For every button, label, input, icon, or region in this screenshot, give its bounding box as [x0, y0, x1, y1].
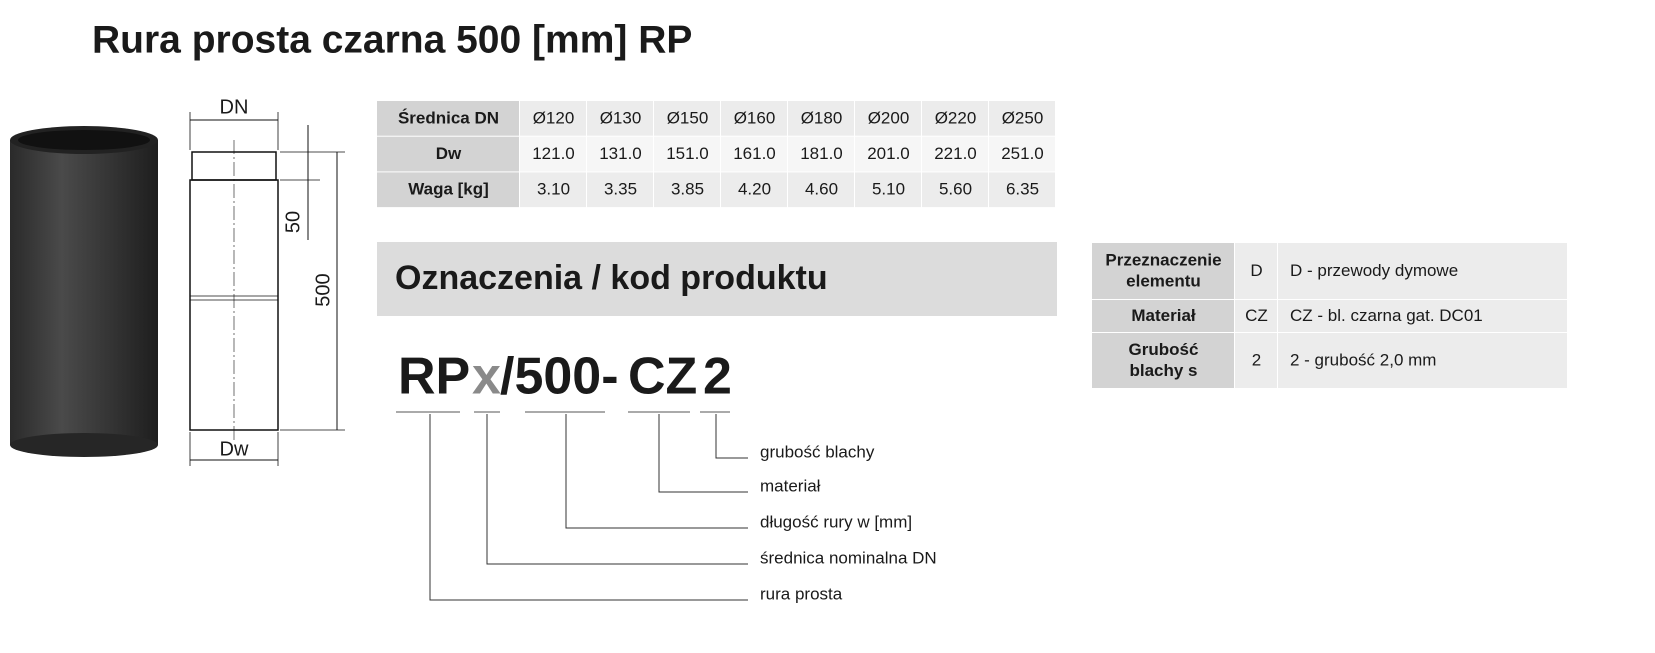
- dim-500: 500: [312, 273, 334, 306]
- leader-line: [429, 414, 748, 601]
- cell-text: Ø200: [868, 108, 910, 127]
- spec-header: Grubość: [1129, 340, 1199, 359]
- leader-line: [565, 414, 748, 529]
- spec-cell: [1235, 333, 1277, 388]
- cell-text: Ø130: [600, 108, 642, 127]
- cell: [922, 101, 988, 136]
- cell: [721, 172, 787, 208]
- cell: [855, 136, 921, 172]
- cell-text: Ø220: [935, 108, 977, 127]
- cell-text: 201.0: [867, 144, 910, 163]
- legend-label: materiał: [760, 476, 821, 495]
- cell: [788, 136, 854, 172]
- spec-text: D - przewody dymowe: [1290, 261, 1458, 280]
- cell: [587, 172, 653, 208]
- spec-header: Przeznaczenie: [1105, 250, 1221, 269]
- cell-text: Ø150: [667, 108, 709, 127]
- cell: [587, 101, 653, 136]
- leader-line: [486, 414, 748, 565]
- row-header: Dw: [436, 144, 462, 163]
- pipe-drawing: [189, 112, 345, 466]
- dim-50: 50: [282, 211, 304, 233]
- spec-text: CZ - bl. czarna gat. DC01: [1290, 306, 1483, 325]
- spec-cell: [1278, 243, 1567, 299]
- cell-text: 5.60: [939, 180, 972, 199]
- cell-text: 5.10: [872, 180, 905, 199]
- spec-header: elementu: [1126, 271, 1201, 290]
- code-part: 2: [703, 348, 732, 406]
- cell-text: 251.0: [1001, 144, 1044, 163]
- cell: [855, 172, 921, 208]
- cell: [654, 172, 720, 208]
- code-part: RP: [398, 348, 470, 406]
- section-heading: Oznaczenia / kod produktu: [395, 259, 828, 297]
- cell: [721, 101, 787, 136]
- spec-header-cell: [1092, 243, 1234, 299]
- leader-line: [658, 414, 748, 493]
- cell: [788, 172, 854, 208]
- legend-label: rura prosta: [760, 584, 843, 603]
- code-part: /500-: [500, 348, 619, 406]
- cell-text: Ø180: [801, 108, 843, 127]
- row-header: Średnica DN: [398, 108, 499, 127]
- cell: [654, 101, 720, 136]
- row-header-cell: [377, 136, 519, 172]
- cell-text: 161.0: [733, 144, 776, 163]
- spec-text: 2 - grubość 2,0 mm: [1290, 350, 1436, 369]
- cell: [989, 172, 1055, 208]
- cell: [922, 136, 988, 172]
- cell-text: 181.0: [800, 144, 843, 163]
- cell-text: 6.35: [1006, 180, 1039, 199]
- spec-text: D: [1250, 261, 1262, 280]
- cell: [788, 101, 854, 136]
- row-header-cell: [377, 172, 519, 208]
- cell-text: 131.0: [599, 144, 642, 163]
- code-part: CZ: [628, 348, 697, 406]
- spec-cell: [1235, 300, 1277, 332]
- row-header-cell: [377, 101, 519, 136]
- spec-header-cell: [1092, 300, 1234, 332]
- cell-text: 4.60: [805, 180, 838, 199]
- cell: [520, 172, 586, 208]
- spec-header-cell: [1092, 333, 1234, 388]
- spec-cell: [1235, 243, 1277, 299]
- spec-cell: [1278, 300, 1567, 332]
- cell: [520, 101, 586, 136]
- legend-label: długość rury w [mm]: [760, 512, 912, 531]
- cell: [721, 136, 787, 172]
- code-part: x: [472, 348, 501, 406]
- spec-cell: [1278, 333, 1567, 388]
- cell: [654, 136, 720, 172]
- legend-label: grubość blachy: [760, 442, 875, 461]
- leader-line: [715, 414, 748, 459]
- dim-dn: DN: [220, 96, 249, 118]
- pipe-photo: [10, 126, 158, 457]
- spec-text: CZ: [1245, 306, 1268, 325]
- cell-text: 3.35: [604, 180, 637, 199]
- cell-text: 151.0: [666, 144, 709, 163]
- spec-header: blachy s: [1129, 361, 1197, 380]
- cell-text: 121.0: [532, 144, 575, 163]
- section-heading-bg: [377, 242, 1057, 316]
- spec-text: 2: [1252, 350, 1261, 369]
- row-header: Waga [kg]: [408, 180, 489, 199]
- cell: [989, 136, 1055, 172]
- cell-text: 221.0: [934, 144, 977, 163]
- cell-text: Ø160: [734, 108, 776, 127]
- cell: [520, 136, 586, 172]
- spec-header: Materiał: [1131, 306, 1196, 325]
- cell: [587, 136, 653, 172]
- cell-text: 3.10: [537, 180, 570, 199]
- dim-dw: Dw: [220, 438, 249, 460]
- cell-text: 3.85: [671, 180, 704, 199]
- cell-text: Ø250: [1002, 108, 1044, 127]
- cell-text: Ø120: [533, 108, 575, 127]
- cell: [855, 101, 921, 136]
- legend-label: średnica nominalna DN: [760, 548, 937, 567]
- cell-text: 4.20: [738, 180, 771, 199]
- cell: [922, 172, 988, 208]
- title: Rura prosta czarna 500 [mm] RP: [92, 18, 692, 61]
- cell: [989, 101, 1055, 136]
